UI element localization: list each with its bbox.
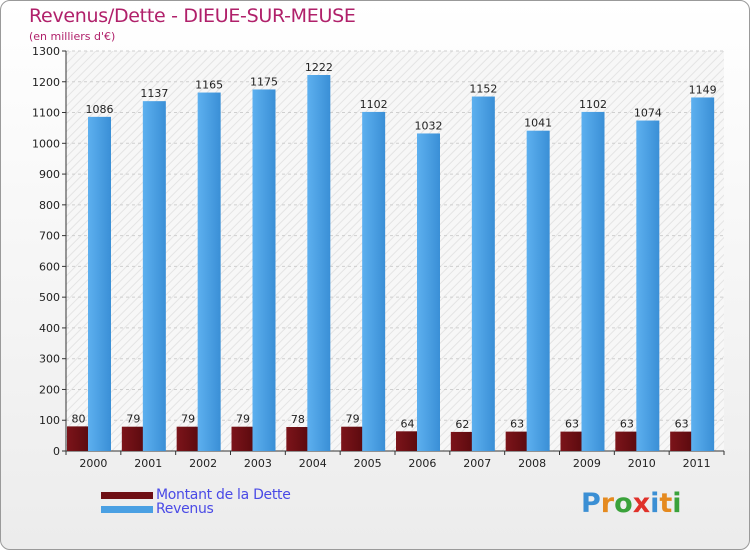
x-tick-label: 2000 — [79, 457, 107, 470]
debt-bar — [670, 431, 694, 451]
revenue-value-label: 1222 — [305, 61, 333, 74]
revenue-bar — [581, 111, 605, 451]
plot-hatch — [66, 51, 724, 451]
debt-bar — [121, 426, 145, 451]
debt-bar — [67, 426, 90, 451]
debt-value-label: 78 — [291, 413, 305, 426]
x-tick-label: 2001 — [134, 457, 162, 470]
revenue-value-label: 1032 — [415, 119, 443, 132]
x-tick-label: 2004 — [299, 457, 327, 470]
x-tick-label: 2003 — [244, 457, 272, 470]
revenue-value-label: 1175 — [250, 75, 278, 88]
revenue-bar — [691, 97, 715, 451]
y-tick-label: 0 — [53, 445, 60, 458]
debt-value-label: 79 — [346, 413, 360, 426]
logo-letter: P — [581, 488, 601, 519]
y-tick-label: 900 — [39, 168, 60, 181]
revenue-bar — [142, 101, 166, 452]
debt-bar — [615, 431, 639, 451]
y-tick-label: 400 — [39, 322, 60, 335]
legend-swatch-revenue — [101, 506, 153, 513]
logo-letter: t — [659, 488, 673, 519]
debt-bar — [231, 426, 255, 451]
y-tick-label: 1200 — [32, 76, 60, 89]
debt-value-label: 79 — [236, 413, 250, 426]
revenue-bar — [252, 89, 276, 451]
revenue-bar — [197, 92, 221, 452]
debt-bar — [176, 426, 200, 451]
debt-value-label: 63 — [565, 418, 579, 431]
debt-bar — [450, 431, 474, 451]
logo-letter: i — [650, 488, 660, 519]
debt-value-label: 63 — [675, 418, 689, 431]
revenue-bar — [417, 133, 440, 451]
x-tick-label: 2008 — [518, 457, 546, 470]
y-tick-label: 1300 — [32, 45, 60, 58]
debt-value-label: 79 — [181, 413, 195, 426]
logo-letter: x — [632, 488, 651, 519]
logo-letter: i — [672, 488, 682, 519]
debt-bar — [505, 431, 529, 451]
legend-label-debt: Montant de la Dette — [156, 487, 291, 503]
x-tick-label: 2007 — [463, 457, 491, 470]
chart-title: Revenus/Dette - DIEUE-SUR-MEUSE — [29, 5, 356, 27]
debt-bar — [560, 431, 584, 451]
y-tick-label: 200 — [39, 383, 60, 396]
debt-value-label: 63 — [620, 418, 634, 431]
x-tick-label: 2011 — [683, 457, 711, 470]
debt-value-label: 79 — [126, 413, 140, 426]
revenue-value-label: 1086 — [86, 103, 114, 116]
revenue-value-label: 1102 — [360, 98, 388, 111]
proxiti-logo: Proxiti — [581, 488, 682, 519]
revenue-bar — [88, 116, 111, 451]
logo-letter: o — [614, 488, 633, 519]
revenue-value-label: 1165 — [195, 79, 223, 92]
revenue-bar — [526, 130, 550, 451]
revenue-bar — [307, 75, 331, 451]
debt-bar — [341, 426, 365, 451]
x-tick-label: 2006 — [408, 457, 436, 470]
y-tick-label: 500 — [39, 291, 60, 304]
x-tick-label: 2010 — [628, 457, 656, 470]
revenue-value-label: 1102 — [579, 98, 607, 111]
revenue-bar — [636, 120, 660, 452]
x-tick-label: 2009 — [573, 457, 601, 470]
debt-value-label: 63 — [510, 418, 524, 431]
y-tick-label: 1100 — [32, 107, 60, 120]
y-tick-label: 800 — [39, 199, 60, 212]
revenue-value-label: 1149 — [689, 83, 717, 96]
debt-bar — [286, 427, 310, 451]
revenue-bar — [362, 111, 386, 451]
x-tick-label: 2002 — [189, 457, 217, 470]
debt-value-label: 62 — [455, 418, 469, 431]
y-tick-label: 1000 — [32, 137, 60, 150]
debt-bar — [396, 431, 419, 451]
logo-letter: r — [600, 488, 615, 519]
legend-swatch-debt — [101, 492, 153, 499]
revenue-value-label: 1152 — [469, 83, 497, 96]
chart-subtitle: (en milliers d'€) — [29, 30, 116, 43]
y-tick-label: 700 — [39, 230, 60, 243]
debt-value-label: 64 — [401, 417, 415, 430]
debt-value-label: 80 — [72, 412, 86, 425]
revenue-value-label: 1137 — [140, 87, 168, 100]
y-tick-label: 300 — [39, 353, 60, 366]
revenue-value-label: 1074 — [634, 107, 662, 120]
revenue-value-label: 1041 — [524, 117, 552, 130]
y-tick-label: 100 — [39, 414, 60, 427]
x-tick-label: 2005 — [354, 457, 382, 470]
revenue-bar — [471, 96, 495, 452]
y-tick-label: 600 — [39, 260, 60, 273]
legend-label-revenue: Revenus — [156, 501, 214, 517]
